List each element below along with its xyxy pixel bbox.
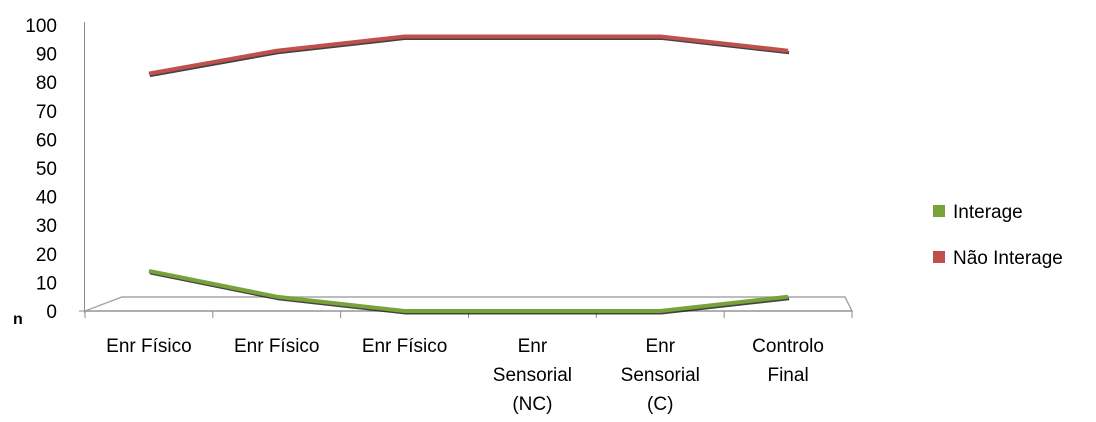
- x-category-label: Enr Físico: [362, 336, 448, 357]
- legend-label: Não Interage: [953, 248, 1063, 269]
- y-tick-label: 100: [25, 16, 57, 37]
- legend-swatch: [933, 205, 945, 217]
- x-axis-category-labels: Enr Físico Enr Físico Enr Físico Enr Sensori…: [106, 336, 824, 415]
- y-tick-label: 40: [36, 188, 57, 209]
- y-tick-label: 50: [36, 159, 57, 180]
- y-axis-label: n: [13, 311, 23, 328]
- y-tick-label: 0: [46, 302, 57, 323]
- y-tick-label: 80: [36, 73, 57, 94]
- x-category-label: Enr Físico: [106, 336, 192, 357]
- y-axis-tick-labels: 0 10 20 30 40 50 60 70 80 90 100: [25, 16, 57, 323]
- series-line: [149, 36, 788, 73]
- legend: Interage Não Interage: [933, 202, 1063, 269]
- series-lines: [149, 36, 789, 313]
- x-category-label: Enr Sensorial (C): [621, 336, 700, 415]
- y-tick-label: 90: [36, 45, 57, 66]
- legend-swatch: [933, 251, 945, 263]
- legend-label: Interage: [953, 202, 1023, 223]
- y-tick-label: 10: [36, 273, 57, 294]
- y-tick-label: 30: [36, 216, 57, 237]
- y-tick-label: 60: [36, 130, 57, 151]
- x-category-label: Controlo Final: [752, 336, 824, 386]
- x-category-label: Enr Sensorial (NC): [493, 336, 572, 415]
- y-tick-label: 20: [36, 245, 57, 266]
- x-category-label: Enr Físico: [234, 336, 320, 357]
- series-line: [149, 271, 788, 311]
- y-tick-label: 70: [36, 102, 57, 123]
